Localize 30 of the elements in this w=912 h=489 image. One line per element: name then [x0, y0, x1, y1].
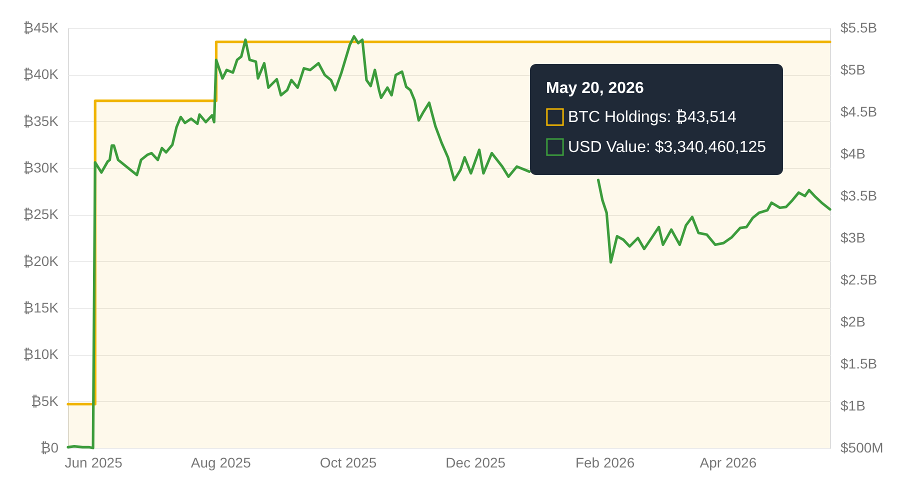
y2-tick-label: $4.5B [840, 104, 878, 120]
y2-tick-label: $500M [840, 440, 884, 456]
y-tick-label: ₿15K [23, 300, 60, 316]
y-tick-label: ₿45K [23, 20, 60, 36]
x-tick-label: Aug 2025 [190, 454, 252, 470]
y2-tick-label: $2B [840, 314, 866, 330]
y2-tick-label: $3.5B [840, 188, 878, 204]
y-tick-label: ₿5K [31, 392, 60, 409]
y-tick-label: ₿20K [23, 252, 60, 269]
y2-tick-label: $5B [840, 62, 866, 78]
x-tick-label: Dec 2025 [446, 454, 506, 470]
x-tick-label: Feb 2026 [575, 454, 635, 470]
y-tick-label: ₿30K [23, 160, 60, 176]
y-tick-label: ₿0 [40, 440, 59, 456]
y2-tick-label: $5.5B [840, 20, 878, 36]
y2-tick-label: $3B [840, 230, 866, 246]
y-tick-label: ₿25K [23, 206, 60, 222]
y-tick-label: ₿35K [23, 112, 60, 129]
y2-tick-label: $1.5B [840, 356, 878, 372]
y-tick-label: ₿10K [23, 346, 60, 362]
y2-tick-label: $2.5B [840, 272, 878, 288]
y-tick-label: ₿40K [23, 66, 60, 82]
y2-tick-label: $1B [840, 398, 866, 414]
x-tick-label: Apr 2026 [700, 454, 757, 470]
legend-title: May 20, 2026 [546, 80, 644, 97]
y2-tick-label: $4B [840, 146, 866, 162]
legend-label: USD Value: $3,340,460,125 [568, 139, 766, 156]
x-tick-label: Oct 2025 [320, 454, 377, 470]
x-tick-label: Jun 2025 [64, 454, 123, 470]
legend-label: BTC Holdings: ₿43,514 [568, 109, 736, 126]
